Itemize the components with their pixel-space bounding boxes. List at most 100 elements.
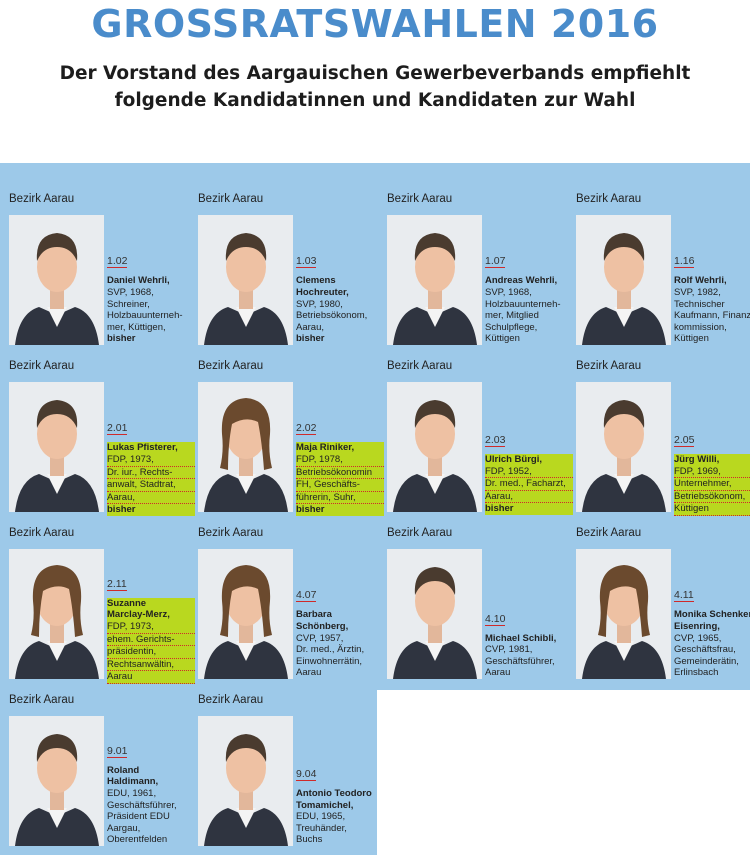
candidate-detail: Kaufmann, Finanz- bbox=[674, 310, 750, 322]
incumbent-label: bisher bbox=[485, 503, 573, 515]
district-label: Bezirk Aarau bbox=[198, 694, 264, 706]
candidate-name: Hochreuter, bbox=[296, 286, 349, 298]
candidate-name: Roland bbox=[107, 764, 140, 776]
list-number: 2.01 bbox=[107, 422, 128, 436]
candidate-detail: Betriebsökonomin bbox=[296, 466, 384, 480]
incumbent-label: bisher bbox=[296, 504, 384, 516]
list-number: 1.07 bbox=[485, 255, 506, 269]
candidate-detail: Oberentfelden bbox=[107, 834, 168, 846]
candidate-name: Tomamichel, bbox=[296, 799, 354, 811]
candidate-detail: Küttigen bbox=[485, 333, 520, 345]
candidate-detail: Geschäftsführer, bbox=[107, 799, 177, 811]
candidate-detail: SVP, 1980, bbox=[296, 298, 343, 310]
candidate-detail: Holzbauunterneh- bbox=[107, 310, 183, 322]
candidate-photo bbox=[9, 382, 104, 512]
candidate-name: Rolf Wehrli, bbox=[674, 275, 727, 287]
candidate-detail: CVP, 1965, bbox=[674, 632, 722, 644]
candidate-card: Bezirk Aarau 4.11 Monika Schenker- Eisenrin… bbox=[576, 527, 750, 687]
page-title: GROSSRATSWAHLEN 2016 bbox=[91, 2, 659, 46]
candidate-card: Bezirk Aarau 2.05 Jürg Willi, FDP, 1969, Unt… bbox=[576, 360, 750, 520]
candidate-detail: Küttigen bbox=[674, 333, 709, 345]
candidate-info: Roland Haldimann, EDU, 1961, Geschäftsführe… bbox=[107, 765, 195, 846]
candidate-detail: Aarau bbox=[107, 671, 195, 684]
list-number: 2.11 bbox=[107, 577, 127, 591]
candidate-detail: Unternehmer, bbox=[674, 478, 750, 491]
page-subtitle: Der Vorstand des Aargauischen Gewerbever… bbox=[0, 60, 750, 114]
candidate-detail: SVP, 1982, bbox=[674, 286, 721, 298]
candidate-name: Daniel Wehrli, bbox=[107, 275, 170, 287]
candidate-detail: Gemeinderätin, bbox=[674, 655, 739, 667]
candidate-name: Michael Schibli, bbox=[485, 632, 557, 644]
subtitle-line-2: folgende Kandidatinnen und Kandidaten zu… bbox=[114, 90, 636, 111]
candidate-detail: Aarau, bbox=[107, 491, 195, 505]
candidate-detail: FDP, 1978, bbox=[296, 453, 384, 467]
candidate-detail: FDP, 1952, bbox=[485, 465, 573, 479]
district-label: Bezirk Aarau bbox=[387, 527, 453, 539]
list-number: 2.05 bbox=[674, 434, 695, 447]
candidate-detail: Schulpflege, bbox=[485, 321, 538, 333]
candidate-card: Bezirk Aarau 1.02 Daniel Wehrli, SVP, 1968,… bbox=[9, 193, 189, 353]
incumbent-label: bisher bbox=[107, 333, 136, 345]
candidate-detail: Präsident EDU bbox=[107, 811, 170, 823]
candidate-detail: FH, Geschäfts- bbox=[296, 479, 384, 492]
candidate-detail: führerin, Suhr, bbox=[296, 491, 384, 505]
candidate-info: Ulrich Bürgi, FDP, 1952, Dr. med., Facharz… bbox=[485, 454, 573, 515]
incumbent-label: bisher bbox=[296, 333, 325, 345]
candidate-detail: FDP, 1973, bbox=[107, 453, 195, 467]
candidate-card: Bezirk Aarau 1.03 Clemens Hochreuter, SVP, 1… bbox=[198, 193, 378, 353]
district-label: Bezirk Aarau bbox=[387, 360, 453, 372]
candidate-name: Suzanne bbox=[107, 597, 195, 610]
candidate-card: Bezirk Aarau 2.03 Ulrich Bürgi, FDP, 1952, D… bbox=[387, 360, 573, 520]
candidate-card: Bezirk Aarau 2.11 Suzanne Marclay-Merz, FDP,… bbox=[9, 527, 195, 687]
candidate-detail: kommission, bbox=[674, 321, 727, 333]
candidate-detail: Rechtsanwältin, bbox=[107, 658, 195, 672]
candidate-photo bbox=[576, 382, 671, 512]
candidate-detail: Betriebsökonom, bbox=[674, 490, 750, 504]
candidate-detail: Schreiner, bbox=[107, 298, 150, 310]
candidate-photo bbox=[198, 716, 293, 846]
candidate-photo bbox=[576, 215, 671, 345]
candidate-detail: Dr. med., Facharzt, bbox=[485, 478, 573, 491]
subtitle-line-1: Der Vorstand des Aargauischen Gewerbever… bbox=[59, 63, 691, 84]
candidate-detail: FDP, 1969, bbox=[674, 465, 750, 479]
candidate-card: Bezirk Aarau 9.04 Antonio Teodoro Tomamiche… bbox=[198, 694, 378, 854]
candidate-card: Bezirk Aarau 4.07 Barbara Schönberg, CVP, 19… bbox=[198, 527, 378, 687]
candidate-detail: mer, Küttigen, bbox=[107, 321, 166, 333]
candidate-name: Haldimann, bbox=[107, 776, 159, 788]
candidate-detail: Erlinsbach bbox=[674, 667, 719, 679]
candidate-detail: Aarau, bbox=[485, 490, 573, 504]
candidate-info: Jürg Willi, FDP, 1969, Unternehmer, Betrieb… bbox=[674, 454, 750, 516]
district-label: Bezirk Aarau bbox=[9, 360, 75, 372]
candidate-detail: mer, Mitglied bbox=[485, 310, 539, 322]
list-number: 1.02 bbox=[107, 255, 128, 269]
candidate-name: Lukas Pfisterer, bbox=[107, 442, 195, 454]
candidate-detail: anwalt, Stadtrat, bbox=[107, 479, 195, 492]
district-label: Bezirk Aarau bbox=[9, 694, 75, 706]
candidate-photo bbox=[9, 716, 104, 846]
candidate-photo bbox=[387, 549, 482, 679]
list-number: 2.02 bbox=[296, 422, 317, 436]
candidate-detail: Betriebsökonom, bbox=[296, 310, 368, 322]
candidate-detail: CVP, 1957, bbox=[296, 632, 344, 644]
candidate-card: Bezirk Aarau 2.01 Lukas Pfisterer, FDP, 197… bbox=[9, 360, 195, 520]
candidate-info: Andreas Wehrli, SVP, 1968, Holzbauunterneh… bbox=[485, 275, 573, 345]
candidate-detail: Küttigen bbox=[674, 503, 750, 516]
list-number: 4.07 bbox=[296, 589, 317, 603]
candidate-detail: Holzbauunterneh- bbox=[485, 298, 561, 310]
candidate-detail: Aarau, bbox=[296, 321, 324, 333]
list-number: 1.16 bbox=[674, 255, 695, 269]
candidate-name: Monika Schenker- bbox=[674, 609, 750, 621]
list-number: 9.04 bbox=[296, 768, 317, 781]
district-label: Bezirk Aarau bbox=[576, 527, 642, 539]
district-label: Bezirk Aarau bbox=[198, 360, 264, 372]
candidate-detail: FDP, 1973, bbox=[107, 620, 195, 634]
list-number: 4.10 bbox=[485, 612, 506, 626]
candidate-detail: EDU, 1965, bbox=[296, 811, 346, 823]
candidate-photo bbox=[9, 215, 104, 345]
candidate-info: Suzanne Marclay-Merz, FDP, 1973, ehem. Geri… bbox=[107, 597, 195, 684]
district-label: Bezirk Aarau bbox=[198, 527, 264, 539]
list-number: 9.01 bbox=[107, 744, 128, 758]
candidate-detail: SVP, 1968, bbox=[485, 286, 532, 298]
candidate-detail: Dr. iur., Rechts- bbox=[107, 466, 195, 480]
district-label: Bezirk Aarau bbox=[576, 360, 642, 372]
